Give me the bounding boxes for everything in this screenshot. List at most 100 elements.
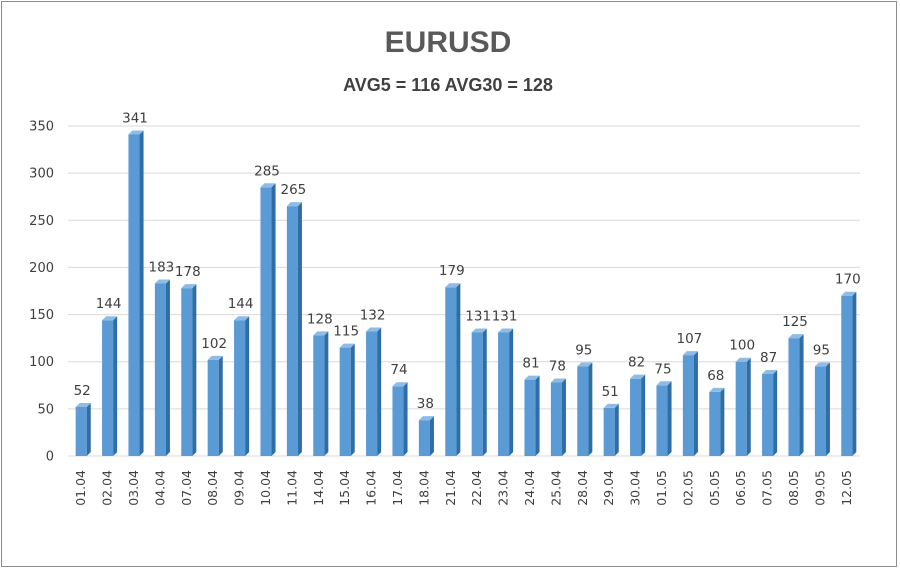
data-label: 87 [760,350,777,366]
bar [181,284,197,456]
bar [313,331,329,456]
bar [735,357,751,456]
bar-top [577,362,593,367]
bar-front [709,391,721,456]
bar [445,283,461,456]
x-tick-label: 28.04 [575,470,590,506]
x-tick-label: 01.04 [73,470,88,506]
bar-front [366,331,378,456]
x-axis-labels: 01.04 02.04 03.04 04.04 07.04 08.04 09.04 10.04… [73,470,854,506]
data-label: 265 [281,182,307,198]
bar-side [561,378,566,456]
bar-front [75,406,87,456]
bar-top [260,183,276,188]
bar-top [286,202,302,207]
bar-side [113,316,118,456]
data-label: 38 [417,396,434,412]
bar-top [762,369,778,374]
bar-top [102,316,118,321]
bar-top [630,374,646,379]
bar [656,381,672,456]
data-label: 52 [74,383,91,399]
x-tick-label: 17.04 [390,470,405,506]
x-tick-label: 22.04 [469,470,484,506]
data-label: 75 [654,361,671,377]
bar [260,183,276,457]
data-label: 183 [149,259,175,275]
data-label: 82 [628,355,645,371]
x-tick-label: 02.04 [100,470,115,506]
bar-front [498,332,510,456]
data-label: 131 [492,308,518,324]
bar-side [350,343,355,456]
bar [550,378,566,456]
x-tick-label: 15.04 [337,470,352,506]
grid-lines [68,125,860,457]
x-tick-label: 11.04 [284,470,299,506]
data-label: 125 [782,314,808,330]
x-tick-label: 06.05 [733,470,748,506]
bar [814,362,830,456]
bar-side [456,283,461,456]
bar-side [535,375,540,456]
bar-front [762,373,774,456]
x-tick-label: 09.04 [232,470,247,506]
bar-front [735,361,747,456]
bar [524,375,540,456]
data-label: 51 [602,384,619,400]
bar-top [709,387,725,392]
data-label: 68 [707,368,724,384]
x-tick-label: 30.04 [628,470,643,506]
x-tick-label: 16.04 [364,470,379,506]
bar-side [852,291,857,456]
bar [841,291,857,456]
bar-side [825,362,830,456]
y-tick-label: 50 [37,402,54,417]
data-label: 78 [549,358,566,374]
bar-top [735,357,751,362]
bar-front [339,347,351,456]
bar-front [788,338,800,456]
data-label: 107 [677,331,703,347]
x-tick-label: 03.04 [126,470,141,506]
bar-front [524,379,536,456]
y-tick-label: 0 [46,450,54,465]
bar-front [814,366,826,456]
data-label: 144 [228,296,254,312]
bar [154,279,170,456]
bar [366,327,382,456]
bar-front [577,366,589,456]
bar [603,403,619,456]
data-label: 132 [360,308,386,324]
x-tick-label: 09.05 [812,470,827,506]
bar-top [313,331,329,336]
x-tick-label: 25.04 [548,470,563,506]
bar [128,130,144,456]
bar [286,202,302,456]
bar-top [841,291,857,296]
bar-front [286,206,298,456]
bar-side [165,279,170,456]
bar-front [471,332,483,456]
bar-side [377,327,382,456]
data-label: 178 [175,264,201,280]
bar-top [75,402,91,407]
bar-side [588,362,593,456]
bar [788,334,804,456]
data-label: 341 [122,110,148,126]
bar-side [667,381,672,456]
bar [577,362,593,456]
data-label: 128 [307,311,333,327]
data-label: 170 [835,272,861,288]
bar-side [641,374,646,456]
bar-side [693,351,698,456]
x-tick-label: 05.05 [707,470,722,506]
bar-top [128,130,144,135]
bar-front [154,283,166,456]
data-label: 95 [575,342,592,358]
bar-front [550,382,562,456]
bar [207,355,223,456]
x-tick-label: 07.04 [179,470,194,506]
bar-side [324,331,329,456]
bar-side [799,334,804,456]
